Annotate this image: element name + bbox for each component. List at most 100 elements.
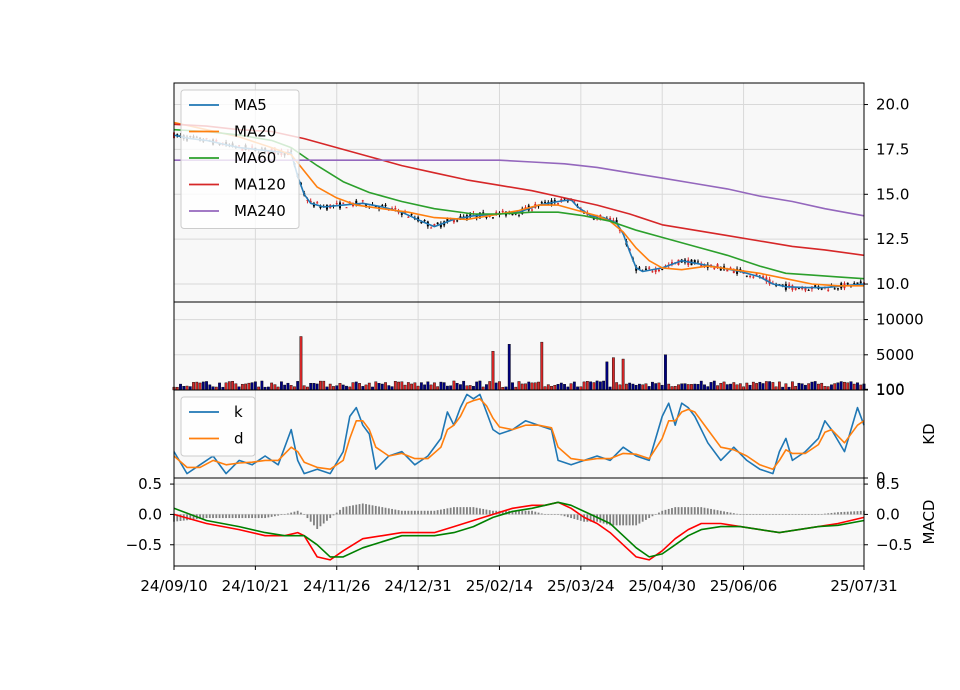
candle-body xyxy=(309,200,312,203)
macd-histogram-bar xyxy=(413,510,416,515)
macd-histogram-bar xyxy=(446,508,449,515)
volume-bar xyxy=(459,384,462,391)
macd-histogram-bar xyxy=(804,514,807,515)
volume-bar xyxy=(764,381,768,391)
macd-histogram-bar xyxy=(811,514,813,515)
macd-histogram-bar xyxy=(762,514,765,515)
macd-histogram-bar xyxy=(736,513,738,515)
x-tick-label: 24/11/26 xyxy=(303,577,370,595)
volume-bar xyxy=(530,382,534,391)
candle-body xyxy=(433,224,436,226)
candle-body xyxy=(407,216,410,218)
volume-bar xyxy=(198,382,202,391)
macd-histogram-bar xyxy=(300,512,302,515)
macd-histogram-bar xyxy=(361,503,364,515)
candle-body xyxy=(661,269,664,271)
volume-bar xyxy=(823,386,827,391)
volume-bar xyxy=(328,383,332,391)
volume-bar xyxy=(419,382,423,391)
macd-histogram-bar xyxy=(729,512,732,515)
volume-bar xyxy=(439,381,443,391)
macd-histogram-bar xyxy=(303,514,306,515)
volume-bar xyxy=(309,383,313,391)
macd-histogram-bar xyxy=(472,507,475,515)
macd-histogram-bar xyxy=(648,514,651,519)
candle-body xyxy=(452,218,455,223)
volume-bar xyxy=(618,384,622,391)
candle-body xyxy=(700,263,703,267)
volume-bar xyxy=(468,385,472,391)
volume-plot-area xyxy=(174,302,864,390)
macd-histogram-bar xyxy=(397,510,400,515)
macd-histogram-bar xyxy=(326,514,328,521)
macd-histogram-bar xyxy=(833,512,836,515)
x-tick-label: 24/10/21 xyxy=(222,577,289,595)
candle-body xyxy=(807,289,810,291)
volume-bar xyxy=(361,386,365,391)
x-tick-label: 24/09/10 xyxy=(140,577,207,595)
candle-body xyxy=(342,202,345,204)
volume-bar xyxy=(810,381,814,391)
candle-body xyxy=(859,281,862,284)
price-legend-box xyxy=(180,89,300,229)
candle-body xyxy=(557,203,560,205)
macd-histogram-bar xyxy=(319,514,322,527)
macd-histogram-bar xyxy=(628,514,631,526)
macd-histogram-bar xyxy=(827,513,830,515)
macd-histogram-bar xyxy=(342,507,345,515)
volume-bar xyxy=(677,384,680,391)
candle-body xyxy=(430,227,433,229)
volume-bar xyxy=(494,382,498,391)
volume-bar xyxy=(790,381,794,391)
volume-bar xyxy=(543,386,547,391)
volume-bar xyxy=(777,381,781,391)
volume-bar xyxy=(556,384,560,391)
candle-body xyxy=(573,201,576,203)
candle-body xyxy=(560,199,563,201)
volume-bar xyxy=(397,381,400,391)
volume-bar xyxy=(224,382,228,391)
candle-body xyxy=(423,220,426,222)
macd-histogram-bar xyxy=(612,514,615,526)
macd-ytick-label: 0.0 xyxy=(876,505,900,523)
volume-bar xyxy=(384,382,387,391)
macd-histogram-bar xyxy=(205,514,208,519)
volume-bar xyxy=(410,383,413,391)
macd-histogram-bar xyxy=(534,511,537,515)
macd-histogram-bar xyxy=(475,507,478,515)
macd-histogram-bar xyxy=(518,510,520,515)
volume-bar xyxy=(839,381,843,391)
volume-bar xyxy=(403,384,407,391)
macd-histogram-bar xyxy=(365,504,367,515)
price-series-line-ma240 xyxy=(174,159,865,217)
candle-body xyxy=(400,213,403,215)
volume-bar xyxy=(582,381,586,391)
volume-bar xyxy=(725,384,729,391)
volume-bar xyxy=(719,383,723,391)
candle-body xyxy=(384,204,387,206)
volume-bar xyxy=(553,384,557,391)
candle-body xyxy=(446,218,449,222)
candle-body xyxy=(394,208,397,210)
volume-bar xyxy=(449,385,453,391)
macd-histogram-bar xyxy=(674,507,677,515)
macd-histogram-bar xyxy=(609,514,612,526)
candle-body xyxy=(563,198,566,200)
macd-histogram-bar xyxy=(677,507,680,515)
volume-bar xyxy=(341,384,345,391)
macd-histogram-bar xyxy=(684,507,686,515)
candle-body xyxy=(540,202,543,204)
volume-bar xyxy=(231,380,234,391)
macd-histogram-bar xyxy=(547,514,550,515)
macd-histogram-bar xyxy=(553,514,556,515)
macd-histogram-bar xyxy=(287,513,289,515)
volume-bar xyxy=(794,385,798,391)
candle-body xyxy=(638,267,641,269)
volume-bar xyxy=(563,384,566,391)
macd-histogram-bar xyxy=(771,514,774,515)
volume-bar xyxy=(797,382,801,391)
volume-bar xyxy=(192,382,195,391)
kd-legend-label: k xyxy=(234,403,243,421)
candle-body xyxy=(749,275,752,277)
